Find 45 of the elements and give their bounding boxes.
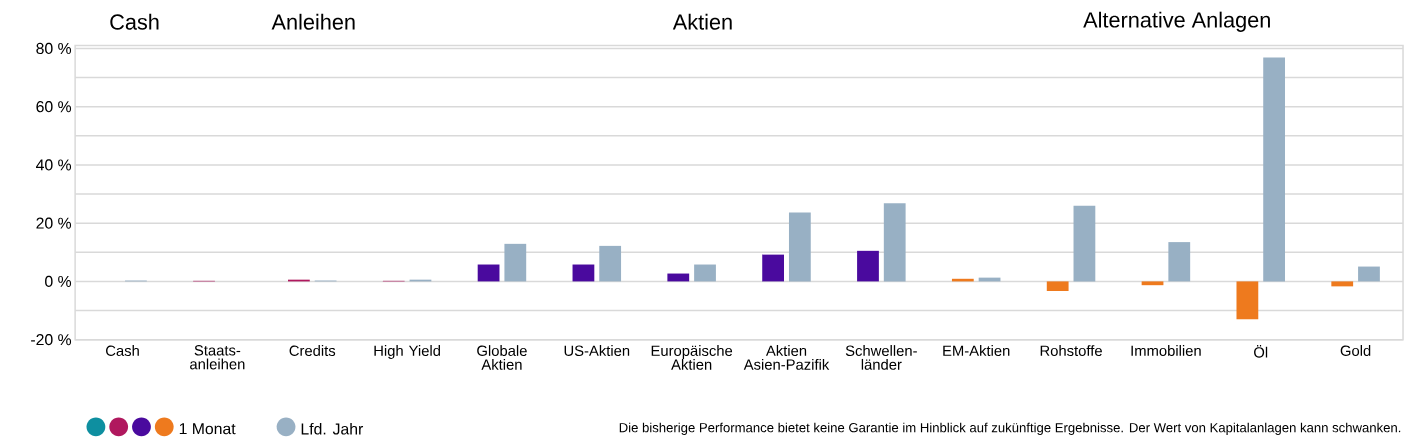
bar	[1236, 281, 1259, 320]
x-tick-label: Credits	[289, 345, 336, 357]
y-tick-label: 40 %	[36, 159, 72, 171]
x-tick-label: Europäische Aktien	[651, 345, 733, 370]
bar	[1073, 205, 1096, 282]
x-tick-label: Öl	[1254, 345, 1268, 358]
y-tick-label: -20 %	[31, 334, 72, 346]
bar	[599, 246, 622, 282]
y-tick-label: 60 %	[36, 101, 72, 113]
x-tick-label: US-Aktien	[564, 345, 630, 357]
y-tick-label: 80 %	[36, 43, 72, 55]
text: Anleihen	[271, 13, 355, 30]
text: Cash	[110, 13, 159, 30]
x-tick-label: High Yield	[374, 345, 440, 360]
x-tick-label: Gold	[1340, 345, 1371, 357]
legend-label: 1 Monat	[179, 423, 236, 435]
bar	[1358, 266, 1380, 282]
bar	[1141, 281, 1164, 286]
x-tick-label: Schwellen-länder	[845, 345, 917, 370]
bar	[1331, 281, 1354, 287]
legend-label: Lfd. Jahr	[301, 423, 364, 435]
text: Die bisherige Performance bietet keine Garantie im Hinblick auf zukünftige Ergebnisse. Der Wert von Kapitalanlagen kann schwanken.	[619, 422, 1401, 436]
bar	[694, 264, 716, 282]
bar	[857, 250, 879, 282]
x-tick-label: Staats-anleihen	[190, 345, 245, 370]
text: Alternative Anlagen	[1083, 11, 1270, 33]
bar	[762, 254, 785, 282]
bar	[504, 244, 527, 282]
bar	[883, 203, 906, 282]
bar	[1168, 242, 1191, 282]
bar	[572, 264, 595, 282]
x-tick-label: Aktien Asien-Pazifik	[743, 345, 830, 370]
y-tick-label: 20 %	[36, 217, 72, 229]
x-tick-label: Immobilien	[1131, 345, 1201, 357]
bar	[1263, 57, 1286, 282]
text: Aktien	[672, 13, 732, 30]
bar	[667, 273, 690, 282]
bar	[788, 212, 811, 282]
bar	[1046, 281, 1069, 292]
x-tick-label: Rohstoffe	[1040, 345, 1102, 357]
x-tick-label: Cash	[106, 345, 139, 357]
x-tick-label: Globale Aktien	[477, 345, 527, 370]
y-tick-label: 0 %	[45, 275, 72, 288]
x-tick-label: EM-Aktien	[943, 345, 1010, 357]
bar	[477, 264, 500, 282]
